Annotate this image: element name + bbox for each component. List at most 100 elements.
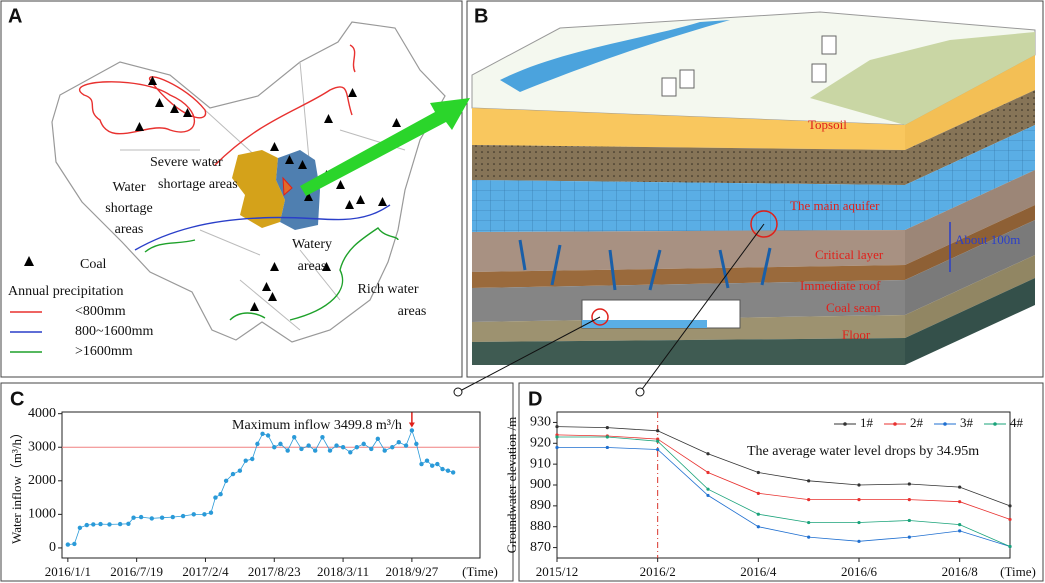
connector-end bbox=[635, 387, 645, 397]
legend-label: 4# bbox=[1010, 415, 1024, 430]
x-tick-label: 2016/7/19 bbox=[110, 564, 163, 579]
region-label: areas bbox=[298, 259, 327, 274]
data-point bbox=[126, 521, 131, 526]
data-point bbox=[807, 520, 811, 525]
layer-label: Floor bbox=[842, 327, 871, 342]
precip-line bbox=[134, 204, 391, 251]
series-line bbox=[557, 447, 1011, 547]
data-point bbox=[180, 513, 186, 519]
data-point bbox=[907, 518, 911, 523]
side-layer bbox=[905, 125, 1035, 230]
layer-label: Immediate roof bbox=[800, 278, 881, 293]
x-tick-label: 2017/2/4 bbox=[182, 564, 229, 579]
data-point bbox=[907, 535, 911, 539]
data-point bbox=[807, 498, 811, 502]
data-point bbox=[243, 458, 248, 463]
legend-swatch bbox=[943, 422, 947, 426]
data-point bbox=[706, 452, 710, 456]
data-point bbox=[91, 522, 96, 527]
layer-roof bbox=[472, 265, 905, 288]
data-point bbox=[285, 448, 290, 453]
study-site bbox=[282, 176, 293, 197]
data-point bbox=[170, 514, 175, 520]
y-tick-label: 4000 bbox=[28, 406, 56, 421]
layer-topsoil bbox=[472, 108, 905, 150]
data-point bbox=[390, 445, 395, 450]
data-point bbox=[237, 468, 243, 473]
data-point bbox=[756, 491, 760, 495]
layer-label: Topsoil bbox=[808, 117, 847, 132]
region-label: Watery bbox=[292, 237, 332, 252]
data-point bbox=[272, 445, 277, 450]
layer-sand bbox=[472, 145, 905, 185]
data-point bbox=[299, 446, 304, 452]
data-point bbox=[84, 522, 89, 528]
data-point bbox=[292, 434, 297, 440]
panel-frame bbox=[518, 382, 1044, 582]
y-axis-label: Water inflow（m³/h） bbox=[9, 426, 24, 544]
region-label: areas bbox=[398, 304, 427, 319]
region-label: shortage areas bbox=[158, 177, 238, 192]
province-border bbox=[120, 61, 406, 331]
data-point bbox=[396, 440, 402, 445]
layer-label: Critical layer bbox=[815, 247, 884, 262]
data-point bbox=[65, 542, 71, 547]
x-tick-label: 2017/8/23 bbox=[248, 564, 301, 579]
region-label: Rich water bbox=[357, 282, 418, 297]
legend-label: 800~1600mm bbox=[75, 324, 153, 339]
data-point bbox=[605, 445, 609, 450]
data-point bbox=[340, 445, 346, 450]
data-point bbox=[450, 470, 456, 475]
x-tick-label: 2016/2 bbox=[640, 564, 676, 579]
data-point bbox=[409, 428, 415, 433]
side-layer bbox=[905, 90, 1035, 185]
data-point bbox=[403, 443, 409, 448]
data-point bbox=[424, 458, 430, 463]
connector bbox=[457, 316, 601, 393]
data-point bbox=[306, 443, 311, 448]
data-point bbox=[756, 512, 760, 516]
data-point bbox=[382, 448, 387, 453]
x-tick-label: 2016/1/1 bbox=[45, 564, 91, 579]
side-layer bbox=[905, 255, 1035, 338]
y-tick-label: 2000 bbox=[28, 473, 56, 488]
severe-region bbox=[232, 150, 285, 228]
data-point bbox=[1008, 517, 1012, 522]
data-point bbox=[278, 441, 283, 447]
legend-swatch bbox=[893, 422, 897, 426]
plot-frame bbox=[556, 411, 1011, 559]
data-point bbox=[907, 498, 911, 502]
data-point bbox=[255, 441, 260, 447]
x-tick-label: 2016/8 bbox=[942, 564, 978, 579]
plot-frame bbox=[61, 411, 481, 559]
data-point bbox=[98, 521, 103, 527]
annotation-arrow bbox=[408, 422, 415, 428]
y-tick-label: 890 bbox=[530, 498, 551, 513]
data-point bbox=[706, 493, 710, 498]
data-point bbox=[1008, 544, 1012, 549]
y-axis-label: Groundwater elevation /m bbox=[504, 417, 519, 553]
x-tick-label: 2016/6 bbox=[841, 564, 878, 579]
data-point bbox=[555, 445, 559, 450]
building bbox=[821, 35, 837, 55]
data-point bbox=[191, 512, 196, 517]
data-point bbox=[857, 483, 861, 487]
data-point bbox=[429, 463, 435, 468]
data-point bbox=[756, 470, 760, 475]
data-point bbox=[138, 514, 144, 520]
data-point bbox=[605, 426, 609, 430]
y-tick-label: 920 bbox=[530, 436, 551, 451]
y-tick-label: 910 bbox=[530, 456, 551, 471]
river bbox=[500, 20, 730, 92]
data-point bbox=[958, 529, 962, 533]
data-point bbox=[348, 450, 353, 455]
legend-label: Coal bbox=[80, 257, 107, 272]
legend-label: <800mm bbox=[75, 304, 126, 319]
y-tick-label: 900 bbox=[530, 477, 551, 492]
data-point bbox=[223, 478, 229, 484]
data-point bbox=[260, 431, 265, 437]
side-layer bbox=[905, 55, 1035, 150]
data-point bbox=[334, 443, 339, 448]
data-point bbox=[369, 446, 374, 452]
data-point bbox=[250, 456, 255, 462]
